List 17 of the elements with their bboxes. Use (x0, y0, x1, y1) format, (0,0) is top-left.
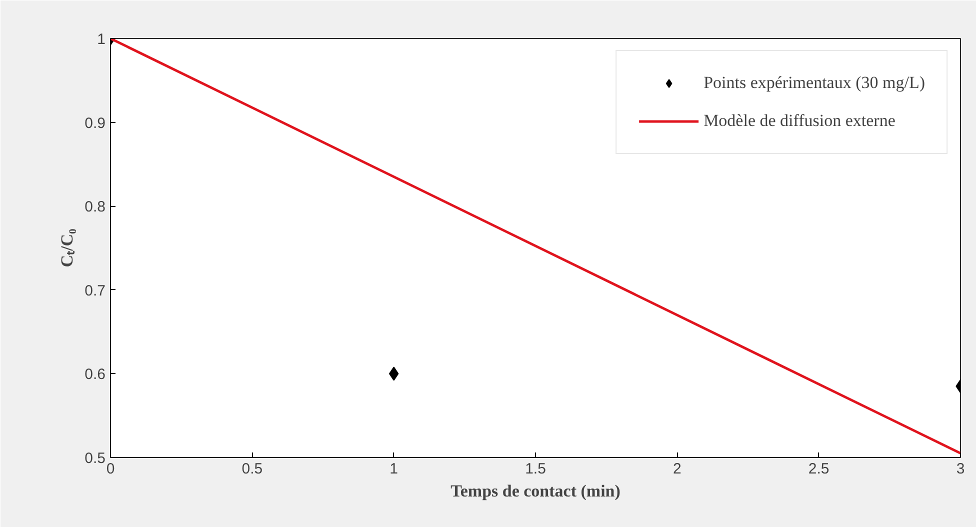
x-tick-label: 0 (106, 460, 115, 478)
y-tick-label: 0.8 (84, 198, 106, 216)
y-tick-label: 1 (97, 31, 106, 48)
x-tick-label: 1 (390, 460, 398, 478)
x-tick-label: 3 (956, 460, 965, 478)
y-axis-title: Cₜ/C₀ (58, 228, 77, 268)
legend-label: Modèle de diffusion externe (704, 111, 896, 131)
x-tick-label: 2 (672, 460, 682, 478)
y-tick-label: 0.7 (84, 282, 106, 300)
x-tick-label: 1.5 (525, 460, 546, 478)
x-axis-title: Temps de contact (min) (450, 482, 620, 500)
x-tick-label: 0.5 (242, 460, 263, 478)
y-tick-label: 0.6 (84, 366, 106, 384)
y-tick-label: 0.5 (84, 450, 106, 467)
y-tick-label: 0.9 (84, 114, 106, 132)
x-tick-label: 2.5 (808, 460, 830, 478)
legend-label: Points expérimentaux (30 mg/L) (704, 73, 925, 93)
